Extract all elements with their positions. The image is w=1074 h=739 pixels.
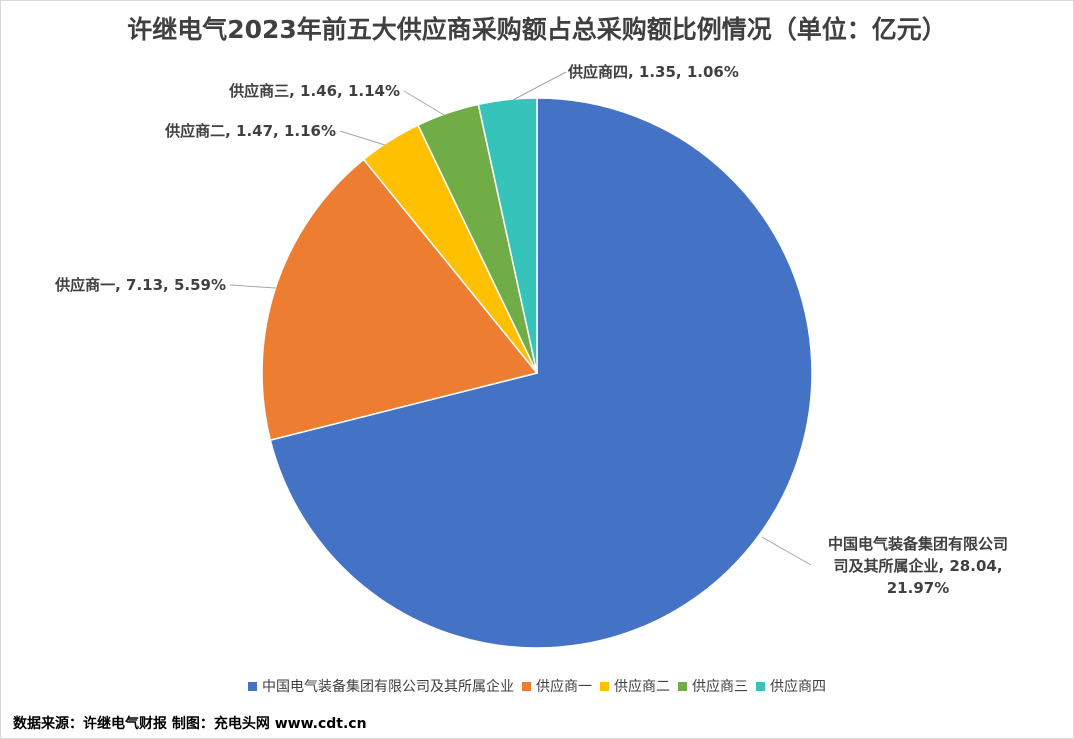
chart-title: 许继电气2023年前五大供应商采购额占总采购额比例情况（单位：亿元） <box>127 15 947 44</box>
data-label-1: 中国电气装备集团有限公司司及其所属企业, 28.04, 21.97% <box>828 535 1008 597</box>
data-label-4: 供应商三, 1.46, 1.14% <box>228 82 400 100</box>
legend-label: 供应商三 <box>692 679 748 695</box>
data-label-3: 供应商二, 1.47, 1.16% <box>164 122 336 140</box>
data-labels: 中国电气装备集团有限公司司及其所属企业, 28.04, 21.97% 供应商一, 7… <box>54 63 1008 597</box>
legend-swatch <box>678 681 687 691</box>
pie-slice-1 <box>269 97 813 649</box>
source-note: 数据来源：许继电气财报 制图：充电头网 www.cdt.cn <box>13 716 367 732</box>
legend-swatch <box>522 681 531 691</box>
legend: 中国电气装备集团有限公司及其所属企业 供应商一 供应商二 供应商三 供应商四 <box>0 676 1074 696</box>
pie-slices <box>261 97 813 649</box>
legend-label: 供应商四 <box>770 679 826 695</box>
pie-slice-2 <box>261 158 539 442</box>
leader-line-4 <box>403 90 445 116</box>
data-label-2: 供应商一, 7.13, 5.59% <box>54 276 226 294</box>
legend-item-3: 供应商二 <box>600 676 670 696</box>
leader-line-5 <box>512 71 567 101</box>
legend-item-5: 供应商四 <box>756 676 826 696</box>
leader-line-3 <box>339 130 386 146</box>
legend-item-2: 供应商一 <box>522 676 592 696</box>
leader-line-1 <box>761 536 812 566</box>
leader-line-2 <box>229 284 277 289</box>
pie-slice-5 <box>477 97 538 374</box>
leader-lines <box>229 71 812 566</box>
legend-label: 供应商二 <box>614 679 670 695</box>
legend-swatch <box>756 681 765 691</box>
data-label-5: 供应商四, 1.35, 1.06% <box>567 63 739 81</box>
legend-swatch <box>600 681 609 691</box>
legend-label: 供应商一 <box>536 679 592 695</box>
legend-label: 中国电气装备集团有限公司及其所属企业 <box>262 679 514 695</box>
legend-swatch <box>248 681 257 691</box>
legend-item-1: 中国电气装备集团有限公司及其所属企业 <box>248 676 514 696</box>
legend-item-4: 供应商三 <box>678 676 748 696</box>
